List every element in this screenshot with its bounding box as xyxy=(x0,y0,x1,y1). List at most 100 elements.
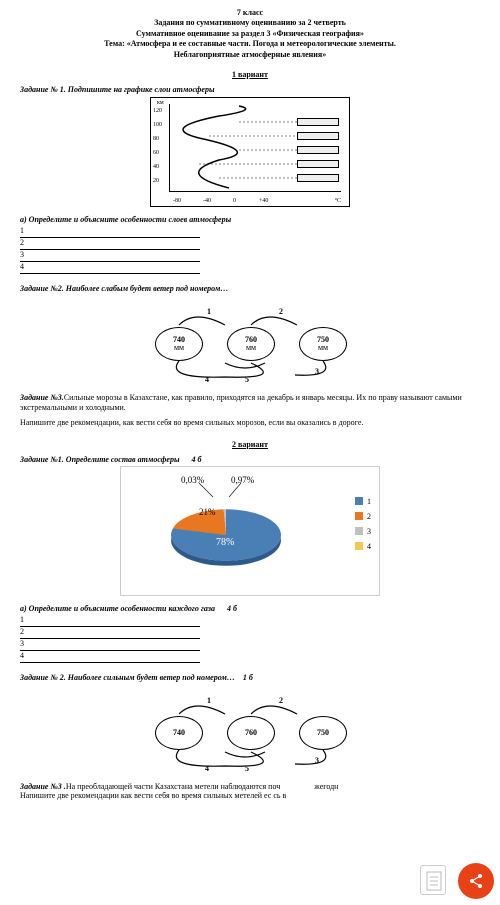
wind-oval-1: 740 xyxy=(155,716,203,750)
wind-num: 5 xyxy=(245,375,249,384)
xtick: 0 xyxy=(233,198,236,204)
wind-num: 2 xyxy=(279,307,283,316)
v1-task3-question: Напишите две рекомендации, как вести себ… xyxy=(20,418,480,428)
wind-oval-2: 760 мм xyxy=(227,327,275,361)
legend-color-3 xyxy=(355,527,363,535)
pie-chart: 0,03% 0,97% 21% 78% 1 2 3 4 xyxy=(120,466,380,596)
line-3: 3 xyxy=(20,639,200,651)
v2-task1: Задание №1. Определите состав атмосферы … xyxy=(20,455,480,464)
legend-item-1: 1 xyxy=(355,497,371,506)
xtick: -80 xyxy=(173,198,181,204)
layer-box-3 xyxy=(297,146,339,154)
v1-wind-diagram: 740 мм 760 мм 750 мм 1 2 3 4 5 xyxy=(135,297,365,387)
variant2-label: 2 вариант xyxy=(20,440,480,449)
v2-answer-lines: 1 2 3 4 xyxy=(20,615,480,663)
legend-item-4: 4 xyxy=(355,542,371,551)
ytick: 60 xyxy=(153,150,159,156)
y-label: км xyxy=(157,100,164,106)
layer-box-1 xyxy=(297,118,339,126)
v2-task1-text: Задание №1. Определите состав атмосферы xyxy=(20,455,180,464)
pressure-unit: мм xyxy=(174,344,184,352)
v2-task1a: а) Определите и объясните особенности ка… xyxy=(20,604,480,613)
v2-task3-question: Напишите две рекомендации как вести себя… xyxy=(20,791,480,801)
ytick: 120 xyxy=(153,108,162,114)
v2-task3-label: Задание №3 . xyxy=(20,782,66,791)
pressure-val: 750 xyxy=(317,729,329,737)
document-icon[interactable] xyxy=(420,865,446,895)
line-1: 1 xyxy=(20,226,200,238)
grade-line: 7 класс xyxy=(20,8,480,18)
layer-box-2 xyxy=(297,132,339,140)
pressure-val: 760 xyxy=(245,729,257,737)
legend-color-2 xyxy=(355,512,363,520)
wind-num: 2 xyxy=(279,696,283,705)
wind-num: 1 xyxy=(207,696,211,705)
wind-num: 3 xyxy=(315,756,319,765)
pressure-val: 740 xyxy=(173,729,185,737)
share-icon xyxy=(467,872,485,890)
v1-task3-text: Сильные морозы в Казахстане, как правило… xyxy=(20,393,462,412)
legend-color-4 xyxy=(355,542,363,550)
share-button[interactable] xyxy=(458,863,494,899)
v2-task3-block: Задание №3 .На преобладающей части Казах… xyxy=(20,782,480,792)
v2-task1a-points: 4 б xyxy=(227,604,237,613)
atmosphere-graph: км 120 100 80 60 40 20 -80 -40 0 +40 °C xyxy=(150,97,350,207)
wind-num: 1 xyxy=(207,307,211,316)
v1-task1: Задание № 1. Подпишите на графике слои а… xyxy=(20,85,480,94)
legend-label: 4 xyxy=(367,542,371,551)
v2-task3-text2: жегодн xyxy=(314,782,338,791)
wind-num: 4 xyxy=(205,764,209,773)
v2-task2-points: 1 б xyxy=(243,673,253,682)
line-2: 2 xyxy=(20,238,200,250)
wind-oval-1: 740 мм xyxy=(155,327,203,361)
legend-label: 2 xyxy=(367,512,371,521)
v2-task1-points: 4 б xyxy=(192,455,202,464)
variant1-label: 1 вариант xyxy=(20,70,480,79)
ytick: 40 xyxy=(153,164,159,170)
v2-wind-diagram: 740 760 750 1 2 3 4 5 xyxy=(135,686,365,776)
topic-line-2: Неблагоприятные атмосферные явления» xyxy=(20,50,480,60)
line-3: 3 xyxy=(20,250,200,262)
line-4: 4 xyxy=(20,651,200,663)
v1-task3-block: Задание №3.Сильные морозы в Казахстане, … xyxy=(20,393,480,412)
v2-task3-text: На преобладающей части Казахстана метели… xyxy=(66,782,280,791)
line-4: 4 xyxy=(20,262,200,274)
xtick: +40 xyxy=(259,198,268,204)
title-line-1: Задания по суммативному оцениванию за 2 … xyxy=(20,18,480,28)
xtick: °C xyxy=(335,198,341,204)
layer-box-4 xyxy=(297,160,339,168)
v2-task2: Задание № 2. Наиболее сильным будет вете… xyxy=(20,673,480,682)
ytick: 80 xyxy=(153,136,159,142)
v1-answer-lines: 1 2 3 4 xyxy=(20,226,480,274)
topic-line-1: Тема: «Атмосфера и ее составные части. П… xyxy=(20,39,480,49)
wind-oval-2: 760 xyxy=(227,716,275,750)
line-2: 2 xyxy=(20,627,200,639)
page-icon xyxy=(421,866,447,896)
title-line-2: Суммативное оценивание за раздел 3 «Физи… xyxy=(20,29,480,39)
pie-legend: 1 2 3 4 xyxy=(355,497,371,557)
line-1: 1 xyxy=(20,615,200,627)
wind-num: 3 xyxy=(315,367,319,376)
wind-num: 5 xyxy=(245,764,249,773)
pressure-unit: мм xyxy=(318,344,328,352)
pie-leaders xyxy=(121,467,321,597)
ytick: 20 xyxy=(153,178,159,184)
legend-color-1 xyxy=(355,497,363,505)
legend-item-3: 3 xyxy=(355,527,371,536)
v2-task2-text: Задание № 2. Наиболее сильным будет вете… xyxy=(20,673,235,682)
wind-oval-3: 750 xyxy=(299,716,347,750)
v1-task2: Задание №2. Наиболее слабым будет ветер … xyxy=(20,284,480,293)
layer-box-5 xyxy=(297,174,339,182)
pressure-unit: мм xyxy=(246,344,256,352)
document-header: 7 класс Задания по суммативному оцениван… xyxy=(20,8,480,60)
v1-task3-label: Задание №3. xyxy=(20,393,64,402)
v2-task1a-text: а) Определите и объясните особенности ка… xyxy=(20,604,215,613)
ytick: 100 xyxy=(153,122,162,128)
xtick: -40 xyxy=(203,198,211,204)
v1-task1a: а) Определите и объясните особенности сл… xyxy=(20,215,480,224)
legend-item-2: 2 xyxy=(355,512,371,521)
wind-oval-3: 750 мм xyxy=(299,327,347,361)
legend-label: 3 xyxy=(367,527,371,536)
wind-num: 4 xyxy=(205,375,209,384)
legend-label: 1 xyxy=(367,497,371,506)
